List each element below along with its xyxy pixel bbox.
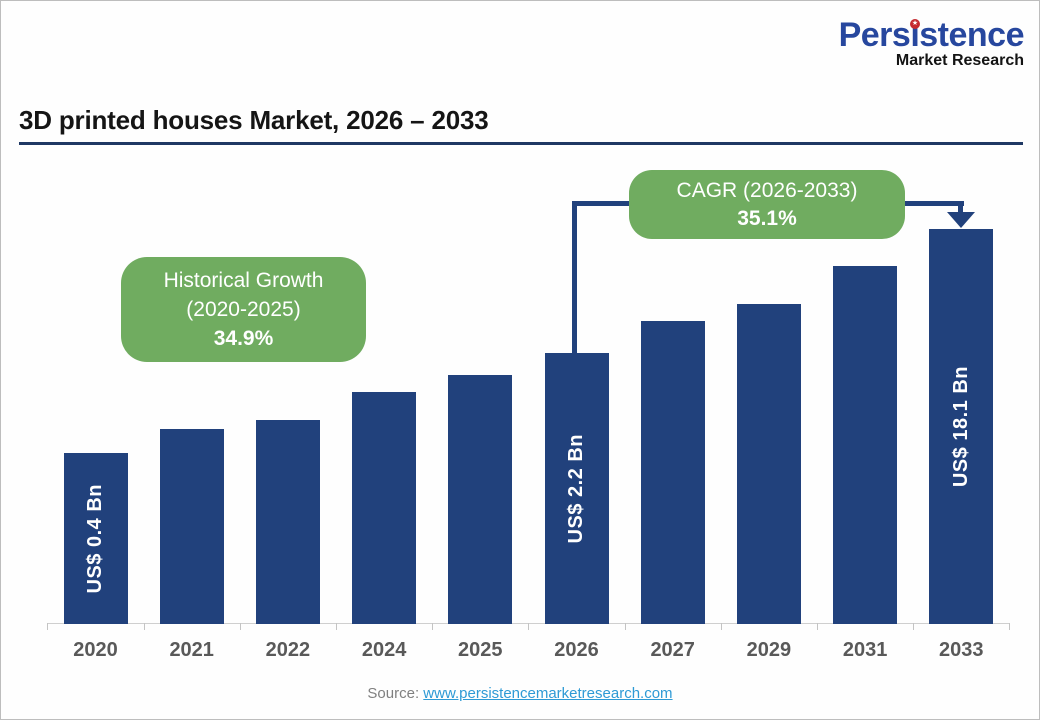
cagr-connector-right-horizontal bbox=[904, 201, 964, 206]
x-tick-label-2020: 2020 bbox=[73, 639, 118, 661]
logo-brand-i: ı ★ bbox=[909, 16, 920, 54]
x-tick-label-2027: 2027 bbox=[650, 639, 695, 661]
title-underline bbox=[19, 142, 1023, 145]
x-axis-tick bbox=[432, 623, 434, 630]
logo-star-icon: ★ bbox=[911, 20, 918, 27]
bar-2021 bbox=[159, 429, 224, 624]
page-title: 3D printed houses Market, 2026 – 2033 bbox=[19, 105, 489, 135]
bar-2026: US$ 2.2 Bn bbox=[544, 353, 609, 624]
x-axis-tick bbox=[817, 623, 818, 630]
x-axis-tick bbox=[143, 623, 145, 630]
cagr-connector-left-vertical bbox=[572, 201, 577, 353]
bar-2031 bbox=[833, 266, 898, 624]
bar-2025 bbox=[448, 375, 513, 624]
x-tick-label-2026: 2026 bbox=[554, 639, 599, 661]
cagr-value: 35.1% bbox=[737, 206, 797, 230]
bar-2024 bbox=[352, 392, 417, 624]
source-link[interactable]: www.persistencemarketresearch.com bbox=[423, 685, 673, 702]
source-prefix: Source: bbox=[367, 685, 424, 702]
x-tick-label-2031: 2031 bbox=[842, 639, 888, 661]
x-tick-label-2029: 2029 bbox=[746, 639, 792, 661]
cagr-callout: CAGR (2026-2033) 35.1% bbox=[629, 170, 905, 239]
bar-value-label-2026: US$ 2.2 Bn bbox=[565, 433, 587, 544]
x-axis-tick bbox=[528, 623, 530, 630]
historical-growth-line1: Historical Growth bbox=[163, 269, 324, 292]
x-tick-label-2025: 2025 bbox=[458, 639, 503, 661]
x-tick-label-2021: 2021 bbox=[169, 639, 214, 661]
bar-2027 bbox=[640, 321, 705, 624]
x-tick-label-2022: 2022 bbox=[265, 639, 311, 661]
x-axis-tick bbox=[47, 623, 49, 630]
historical-growth-callout: Historical Growth (2020-2025) 34.9% bbox=[121, 257, 366, 362]
logo-subtitle: Market Research bbox=[895, 52, 1024, 69]
x-axis-tick bbox=[720, 623, 722, 630]
x-axis-tick bbox=[336, 623, 337, 630]
logo-brand-pre: Pers bbox=[838, 16, 911, 54]
cagr-line1: CAGR (2026-2033) bbox=[676, 178, 858, 202]
cagr-connector-right-vertical bbox=[958, 201, 963, 214]
x-axis-tick bbox=[1009, 623, 1011, 630]
x-tick-label-2033: 2033 bbox=[939, 639, 984, 661]
bar-2029 bbox=[736, 304, 801, 624]
logo-brand: Persı ★ stence bbox=[838, 16, 1025, 54]
bar-value-label-2033: US$ 18.1 Bn bbox=[949, 365, 972, 488]
x-axis-tick bbox=[624, 623, 626, 630]
bar-2020: US$ 0.4 Bn bbox=[63, 453, 128, 624]
historical-growth-value: 34.9% bbox=[213, 327, 274, 350]
logo-brand-post: stence bbox=[919, 16, 1024, 54]
cagr-connector-left-horizontal bbox=[572, 201, 629, 206]
cagr-arrow-down-icon bbox=[947, 212, 975, 228]
x-axis-tick bbox=[239, 623, 241, 630]
historical-growth-line2: (2020-2025) bbox=[186, 298, 301, 321]
bar-value-label-2020: US$ 0.4 Bn bbox=[84, 483, 106, 594]
logo: Persı ★ stence Market Research bbox=[838, 16, 1025, 69]
bar-2033: US$ 18.1 Bn bbox=[929, 229, 994, 624]
source-line: Source: www.persistencemarketresearch.co… bbox=[1, 685, 1039, 702]
x-axis-tick bbox=[913, 623, 915, 630]
logo-registered-dot-icon: ★ bbox=[909, 19, 920, 29]
x-tick-label-2024: 2024 bbox=[361, 639, 407, 661]
bar-2022 bbox=[255, 420, 320, 624]
